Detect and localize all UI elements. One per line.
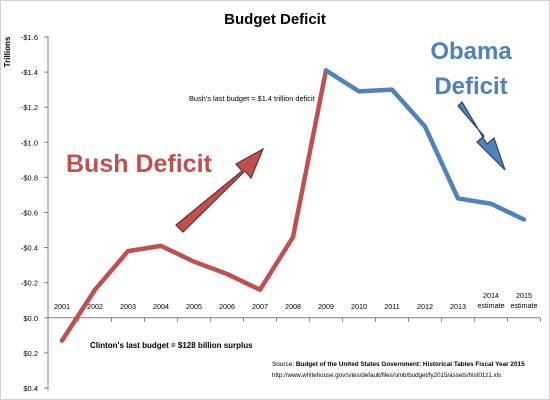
obama-deficit-label-line1: Obama [430, 38, 512, 65]
bush-trend-arrow-icon [175, 147, 265, 233]
x-axis-ticks: 2001 2002 2003 2004 2005 2006 2007 2008 2009 2010… [54, 291, 541, 322]
y-tick-label: -$0.2 [21, 279, 38, 288]
y-tick-label: -$1.0 [21, 138, 38, 147]
bush-last-budget-note: Bush's last budget = $1.4 trillion defic… [189, 94, 315, 103]
x-tick-label: estimate [510, 301, 537, 310]
bush-deficit-label: Bush Deficit [66, 150, 213, 178]
source-title: Budget of the United States Government: … [296, 361, 525, 368]
x-tick-label: 2004 [153, 302, 169, 311]
x-tick-label: 2009 [318, 302, 334, 311]
x-tick-label: 2014 [483, 291, 499, 300]
x-tick-label: 2010 [351, 302, 367, 311]
y-tick-label: -$1.4 [21, 68, 38, 77]
x-tick-label: 2015 [516, 291, 532, 300]
obama-deficit-label-line2: Deficit [434, 73, 507, 100]
series-line [59, 68, 329, 343]
x-tick-label: estimate [477, 301, 504, 310]
y-tick-label: -$0.6 [21, 209, 38, 218]
source-prefix: Source: [272, 361, 296, 368]
x-tick-label: 2008 [285, 302, 301, 311]
x-tick-label: 2003 [120, 302, 136, 311]
source-note: Source: Budget of the United States Gove… [272, 361, 525, 368]
source-url: http://www.whitehouse.gov/sites/default/… [272, 372, 501, 379]
y-axis-label: Trillions [3, 36, 12, 67]
x-tick-label: 2007 [252, 302, 268, 311]
y-tick-label: $0.0 [23, 314, 38, 323]
y-tick-label: $0.2 [23, 349, 38, 358]
obama-trend-arrow-icon [457, 101, 506, 171]
x-tick-label: 2005 [186, 302, 202, 311]
clinton-last-budget-note: Clinton's last budget = $128 billion sur… [90, 341, 253, 350]
x-tick-label: 2006 [219, 302, 235, 311]
x-tick-label: 2013 [450, 302, 466, 311]
x-tick-label: 2002 [87, 302, 103, 311]
y-tick-label: -$1.2 [21, 103, 38, 112]
chart-title: Budget Deficit [224, 11, 326, 28]
y-tick-label: -$0.8 [21, 173, 38, 182]
y-tick-label: $0.4 [23, 384, 38, 393]
x-tick-label: 2001 [54, 302, 70, 311]
series-lines [59, 68, 527, 343]
y-axis-ticks: -$1.6 -$1.4 -$1.2 -$1.0 -$0.8 -$0.6 -$0.4 -$0.2… [21, 33, 48, 393]
x-tick-label: 2012 [417, 302, 433, 311]
y-tick-label: -$1.6 [21, 33, 38, 42]
series-line [323, 68, 527, 222]
x-tick-label: 2011 [384, 302, 399, 311]
y-tick-label: -$0.4 [21, 244, 38, 253]
